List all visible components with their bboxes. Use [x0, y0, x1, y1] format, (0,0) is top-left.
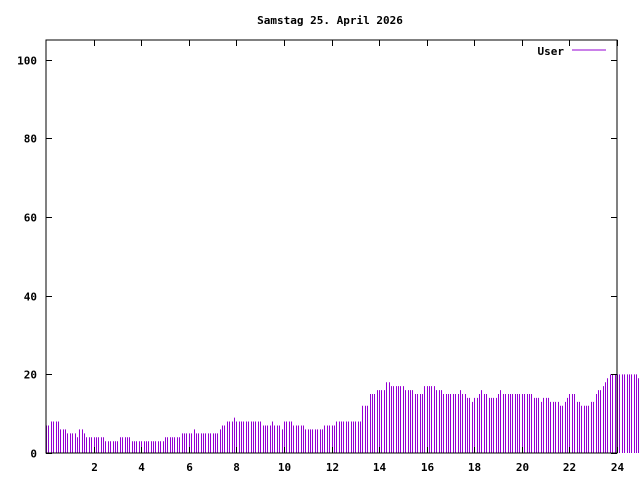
x-tick-label: 14 — [373, 461, 387, 474]
legend-label: User — [538, 45, 565, 58]
x-tick-label: 24 — [611, 461, 625, 474]
y-tick-label: 0 — [30, 448, 37, 461]
x-tick-label: 12 — [326, 461, 339, 474]
plot-frame — [45, 39, 618, 454]
y-tick-label: 60 — [24, 212, 37, 225]
y-tick-label: 80 — [24, 133, 37, 146]
x-tick-label: 20 — [516, 461, 529, 474]
x-tick-label: 22 — [563, 461, 576, 474]
x-tick-label: 2 — [91, 461, 98, 474]
y-tick-label: 40 — [24, 291, 37, 304]
x-tick-label: 8 — [233, 461, 240, 474]
x-tick-label: 18 — [468, 461, 481, 474]
x-tick-label: 6 — [186, 461, 193, 474]
x-tick-label: 4 — [138, 461, 145, 474]
legend: User — [538, 45, 606, 58]
y-tick-label: 100 — [17, 55, 37, 68]
chart-title: Samstag 25. April 2026 — [257, 14, 403, 27]
x-tick-label: 16 — [421, 461, 435, 474]
bars-layer — [46, 374, 639, 453]
x-tick-label: 10 — [278, 461, 291, 474]
y-tick-label: 20 — [24, 369, 37, 382]
